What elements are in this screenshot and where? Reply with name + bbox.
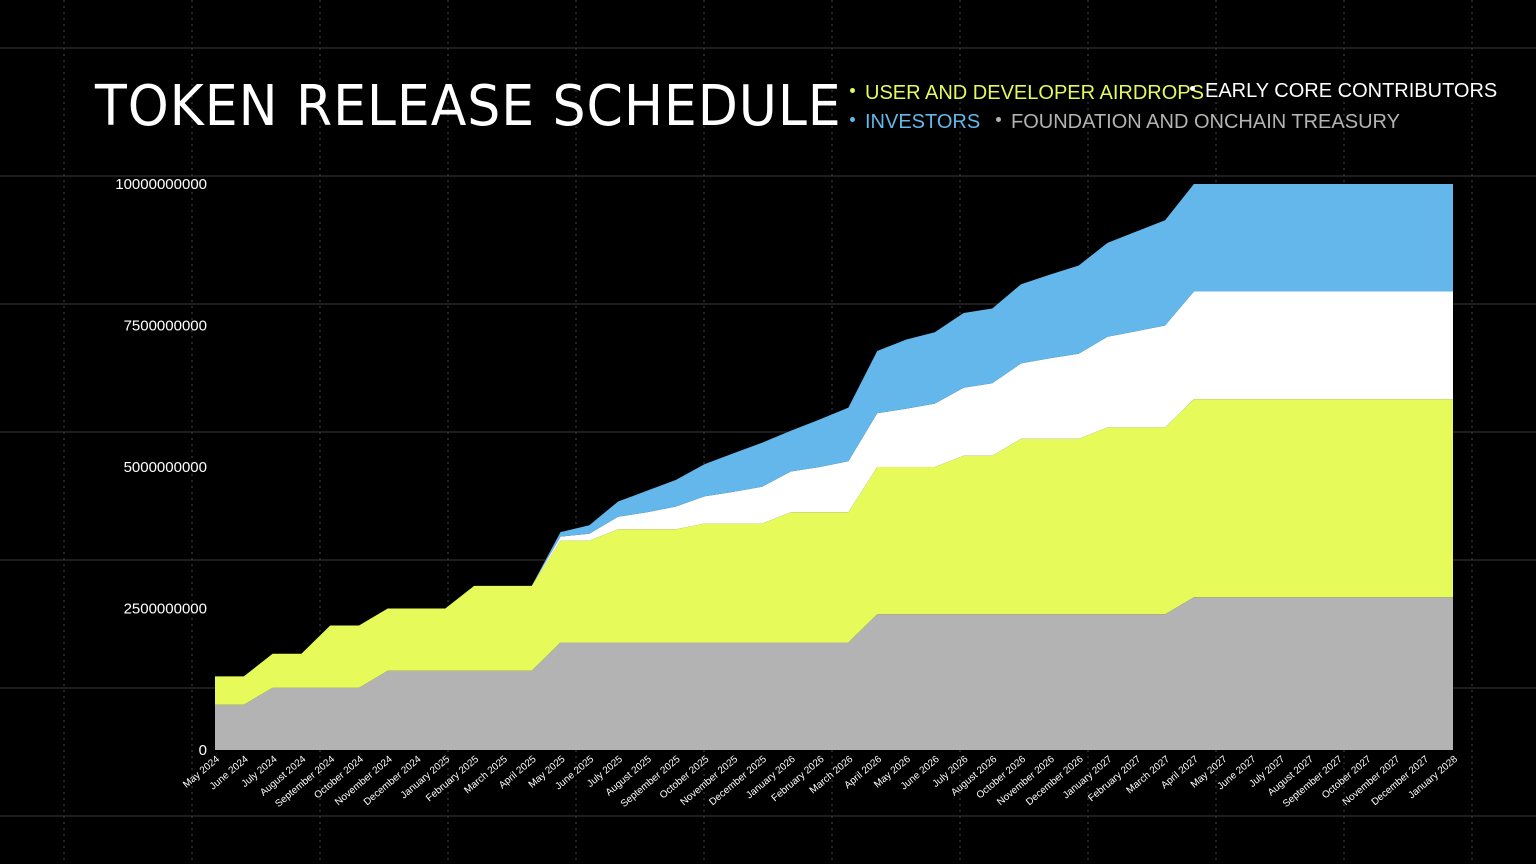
legend-item-core-contributors: EARLY CORE CONTRIBUTORS [1190,80,1497,103]
legend-dot-icon [996,117,1001,123]
area-series-2 [215,291,1453,677]
area-series-0 [215,597,1453,750]
legend-dot-icon [1190,86,1195,92]
y-tick-label: 7500000000 [124,318,207,335]
area-series-3 [215,184,1453,677]
area-series-1 [215,399,1453,705]
chart-title: TOKEN RELEASE SCHEDULE [95,74,842,139]
legend-dot-icon [850,117,855,123]
y-tick-label: 0 [199,742,207,759]
y-tick-label: 5000000000 [124,459,207,476]
y-tick-label: 2500000000 [124,601,207,618]
legend-label: EARLY CORE CONTRIBUTORS [1205,80,1498,102]
legend-label: FOUNDATION AND ONCHAIN TREASURY [1011,111,1400,133]
legend-label: INVESTORS [865,111,981,133]
y-tick-label: 10000000000 [115,176,207,193]
legend-item-airdrops: USER AND DEVELOPER AIRDROPS [850,82,1204,105]
legend-item-foundation: FOUNDATION AND ONCHAIN TREASURY [996,111,1400,134]
legend-dot-icon [850,88,855,94]
legend-label: USER AND DEVELOPER AIRDROPS [865,82,1204,104]
legend-item-investors: INVESTORS [850,111,980,134]
